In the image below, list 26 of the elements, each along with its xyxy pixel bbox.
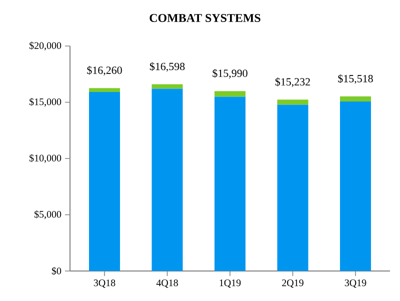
y-tick-label: $15,000 — [30, 98, 62, 107]
y-tick-label: $10,000 — [30, 154, 62, 163]
bar — [340, 101, 371, 271]
bar — [152, 84, 183, 89]
bar — [340, 96, 371, 102]
bar — [214, 91, 246, 97]
chart-title: COMBAT SYSTEMS — [150, 14, 260, 22]
x-tick-label: 3Q18 — [94, 280, 116, 288]
bar — [89, 92, 120, 271]
total-label: $15,518 — [338, 74, 373, 84]
total-label: $16,598 — [150, 62, 185, 72]
y-tick-label: $0 — [52, 267, 62, 275]
bar — [214, 96, 246, 271]
x-tick-label: 1Q19 — [220, 280, 241, 288]
bar — [277, 100, 308, 105]
x-tick-label: 3Q19 — [344, 280, 366, 288]
x-tick-label: 4Q18 — [156, 280, 178, 288]
total-label: $16,260 — [87, 66, 122, 76]
bar — [277, 104, 308, 271]
x-tick-label: 2Q19 — [282, 280, 304, 288]
bar — [89, 88, 120, 92]
total-label: $15,990 — [212, 68, 248, 79]
bar — [152, 88, 183, 271]
total-label: $15,232 — [275, 77, 310, 88]
y-tick-label: $20,000 — [30, 42, 62, 50]
y-tick-label: $5,000 — [34, 210, 62, 220]
